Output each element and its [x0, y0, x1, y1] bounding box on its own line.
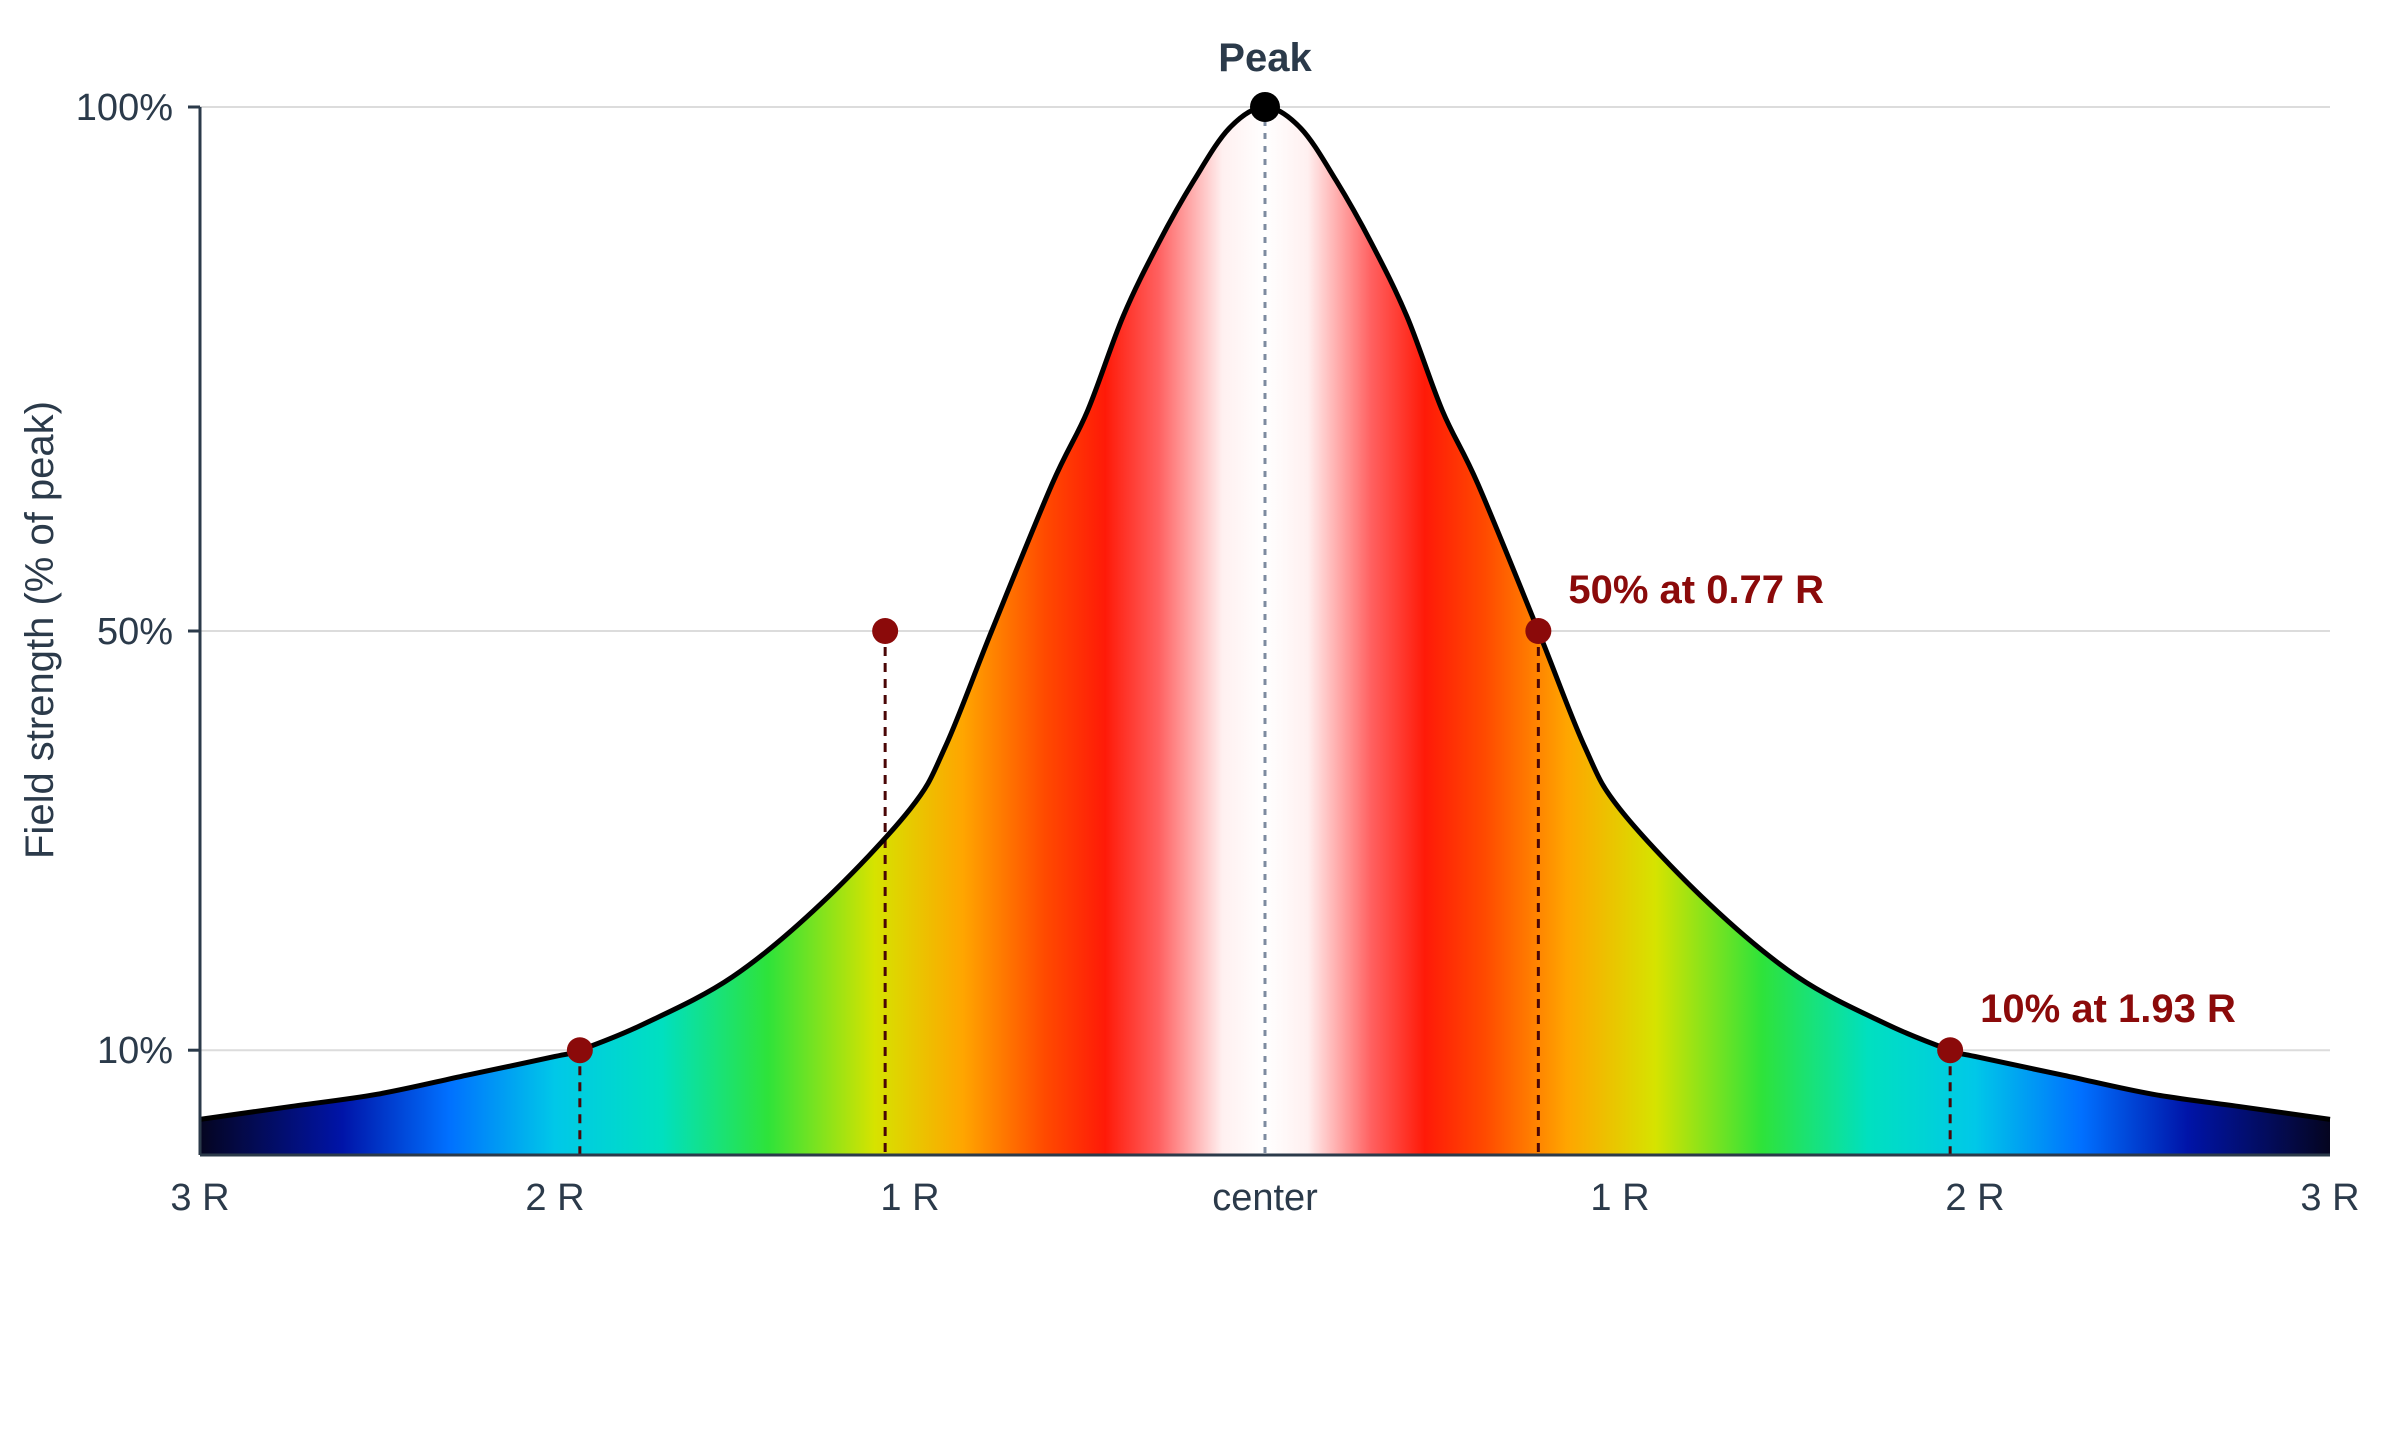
x-tick-labels: 3 R 2 R 1 R center 1 R 2 R 3 R [170, 1177, 2359, 1219]
y-tick-labels: 10% 50% 100% [76, 87, 200, 1072]
marker-point [1937, 1037, 1964, 1064]
marker-annotation: 10% at 1.93 R [1980, 987, 2236, 1031]
marker-drop-lines [578, 631, 1952, 1155]
x-tick-label: 1 R [880, 1177, 939, 1219]
y-tick-label: 100% [76, 87, 173, 129]
marker-points: 50% at 0.77 R 10% at 1.93 R [566, 568, 2236, 1064]
y-axis-label: Field strength (% of peak) [18, 401, 62, 859]
x-tick-label: center [1212, 1177, 1318, 1219]
peak-point [1250, 92, 1280, 122]
marker-point [872, 618, 899, 644]
marker-annotation: 50% at 0.77 R [1568, 568, 1824, 612]
peak-label: Peak [1218, 36, 1312, 80]
marker-point [566, 1037, 593, 1064]
marker-point [1525, 618, 1552, 644]
y-tick-label: 10% [97, 1030, 173, 1072]
x-tick-label: 1 R [1590, 1177, 1649, 1219]
x-tick-label: 2 R [525, 1177, 584, 1219]
x-tick-label: 3 R [2300, 1177, 2359, 1219]
x-tick-label: 2 R [1945, 1177, 2004, 1219]
x-tick-label: 3 R [170, 1177, 229, 1219]
y-tick-label: 50% [97, 611, 173, 653]
